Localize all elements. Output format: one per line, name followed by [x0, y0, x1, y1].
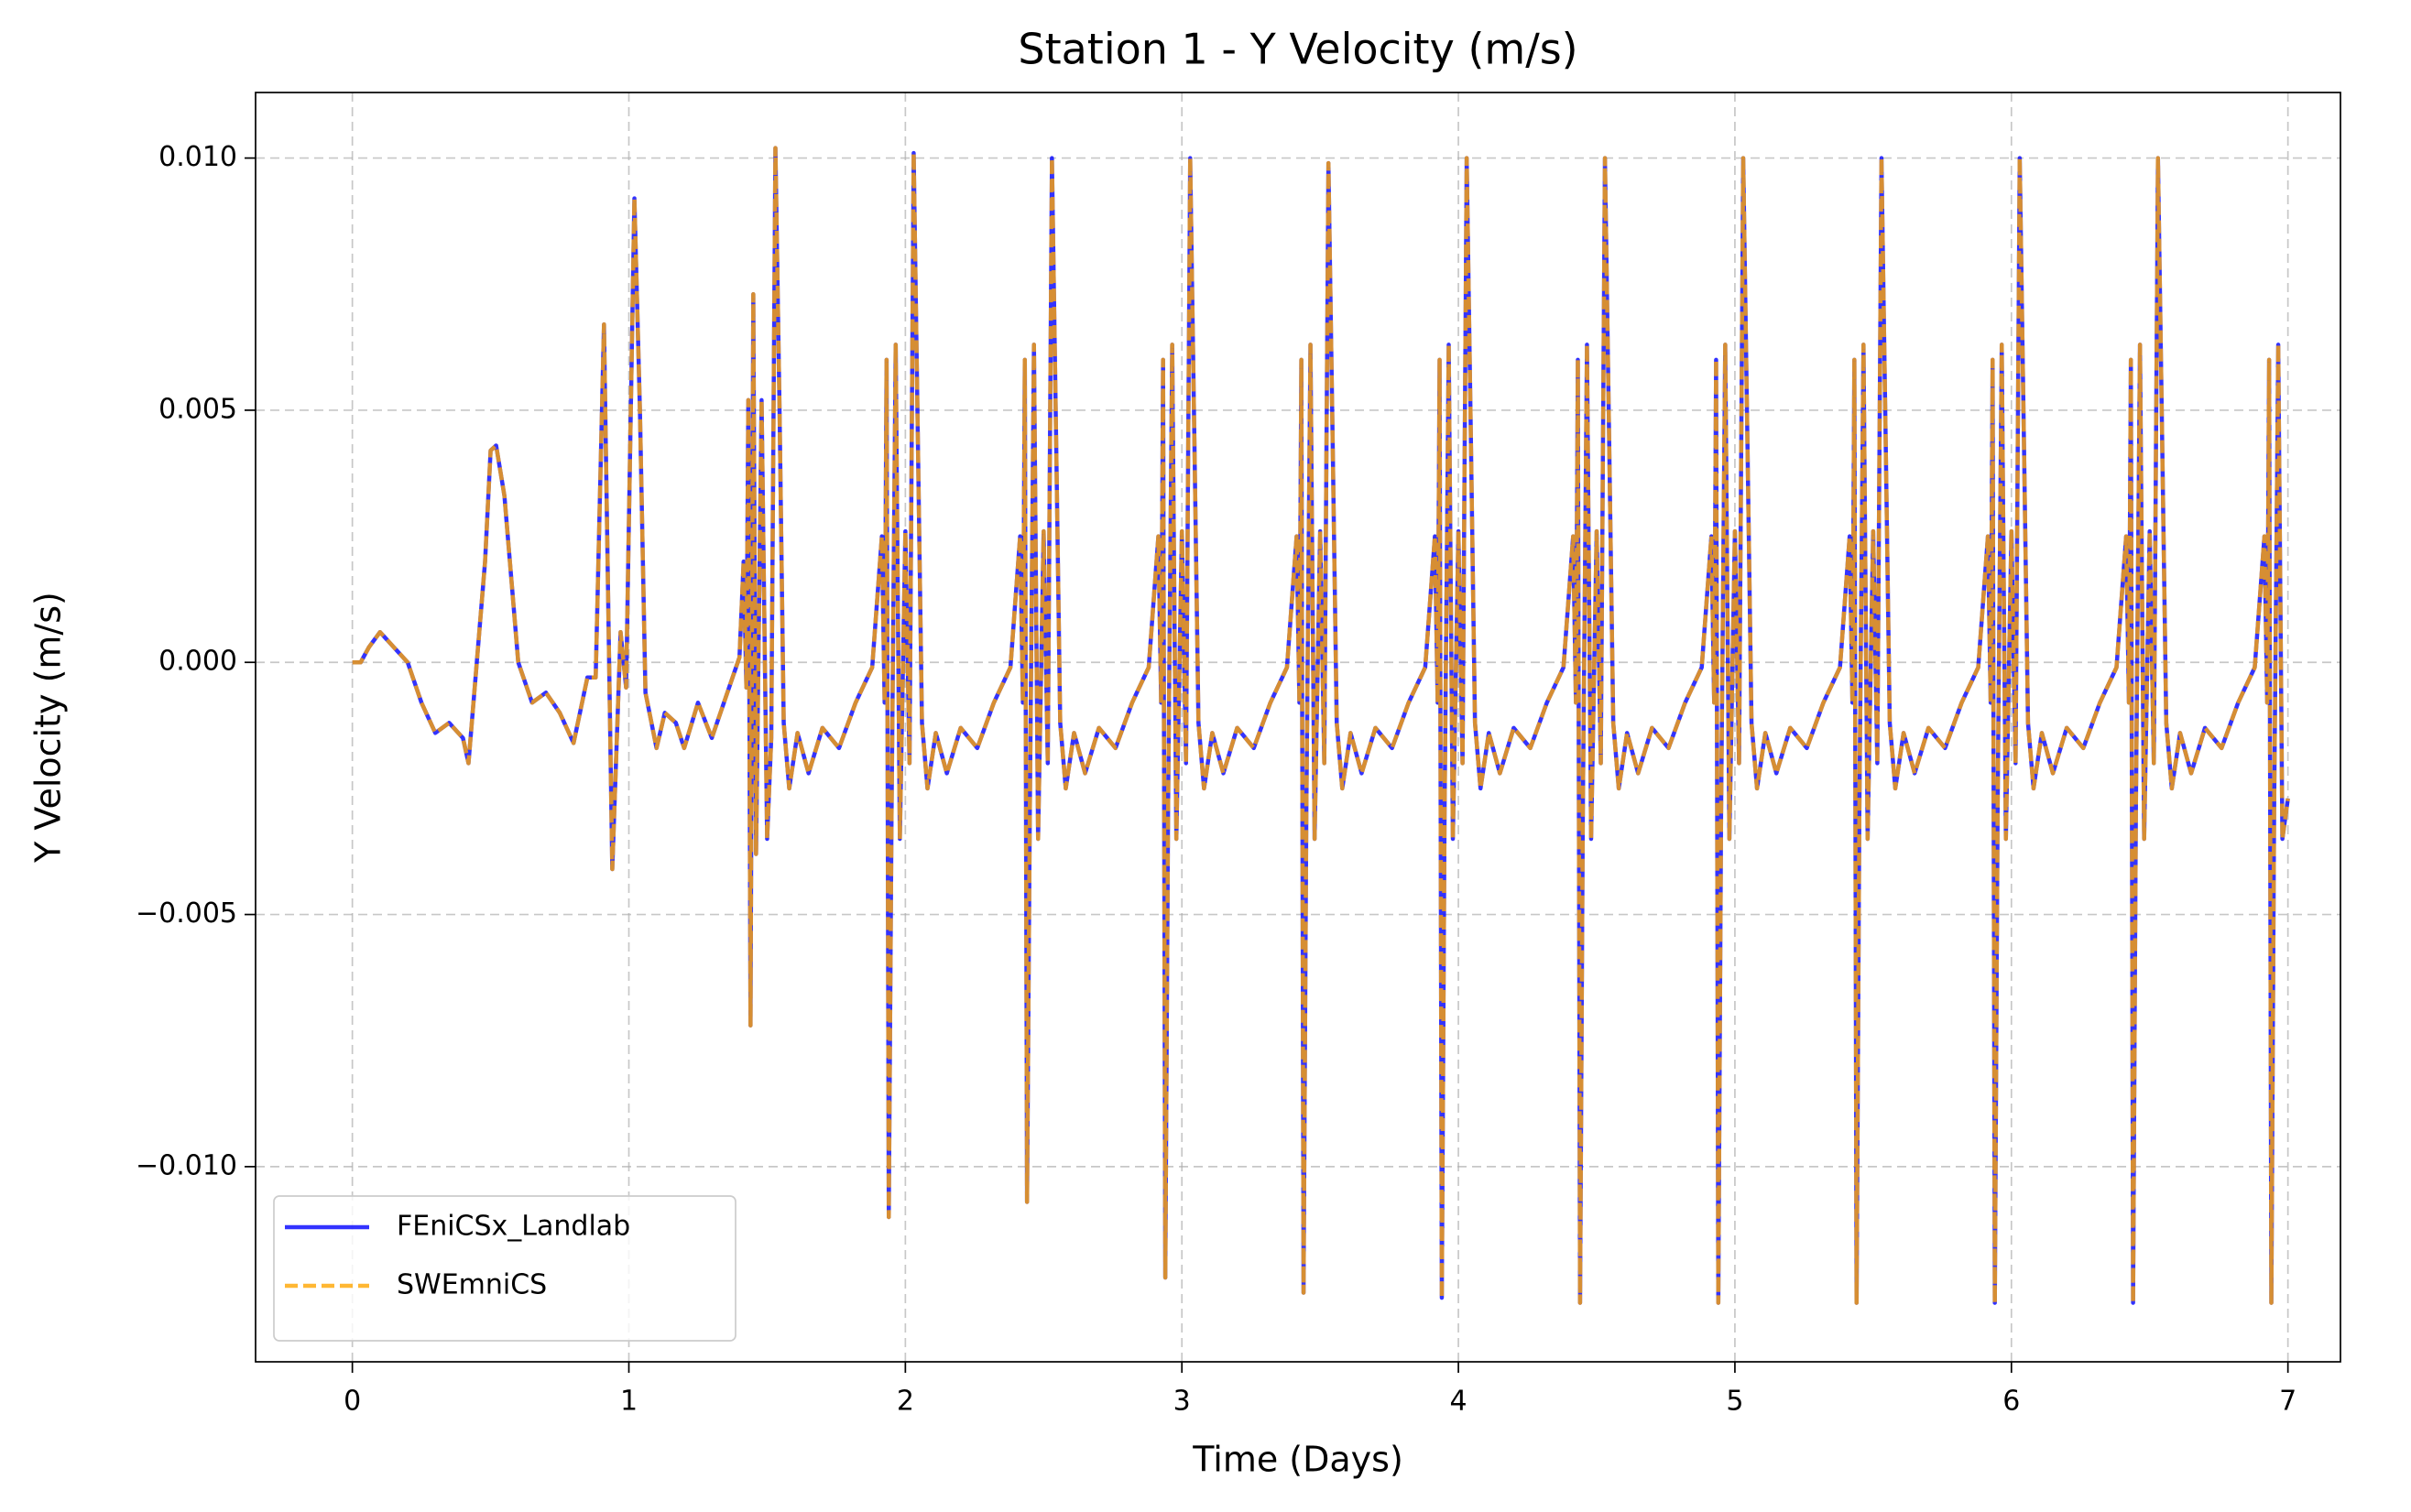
legend-label: FEniCSx_Landlab: [397, 1211, 630, 1243]
y-tick-label: −0.010: [136, 1149, 237, 1181]
x-tick-label: 5: [1726, 1386, 1743, 1418]
chart-title: Station 1 - Y Velocity (m/s): [1018, 25, 1577, 74]
legend-label: SWEmniCS: [397, 1269, 547, 1301]
y-tick-label: 0.005: [158, 393, 237, 425]
x-tick-label: 4: [1450, 1386, 1467, 1418]
x-tick-label: 0: [344, 1386, 361, 1418]
x-tick-label: 6: [2002, 1386, 2020, 1418]
x-tick-label: 1: [620, 1386, 638, 1418]
x-tick-label: 3: [1173, 1386, 1191, 1418]
y-tick-label: 0.010: [158, 141, 237, 173]
y-tick-label: −0.005: [136, 897, 237, 930]
x-tick-label: 2: [897, 1386, 914, 1418]
plot-frame: [255, 92, 2341, 1363]
y-axis-label: Y Velocity (m/s): [28, 592, 69, 864]
line-series: [352, 146, 2290, 1305]
x-tick-label: 7: [2279, 1386, 2296, 1418]
legend-box: [273, 1195, 736, 1342]
x-axis-label: Time (Days): [1192, 1440, 1403, 1480]
y-tick-label: 0.000: [158, 646, 237, 678]
